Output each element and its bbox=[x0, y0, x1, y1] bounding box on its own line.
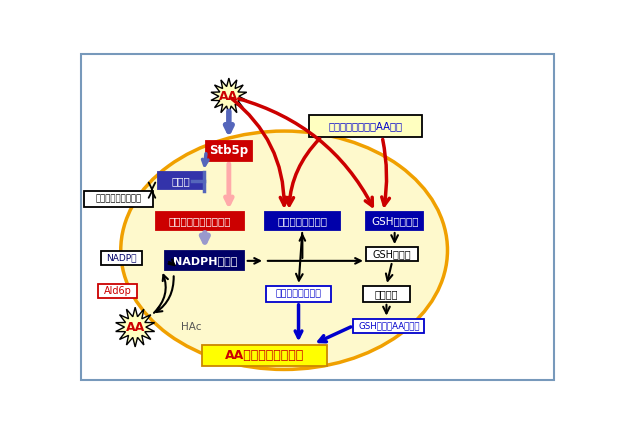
Bar bbox=[98, 284, 137, 298]
Text: AA: AA bbox=[219, 90, 239, 103]
Bar bbox=[101, 251, 142, 265]
Text: 酵母の持つ多様なAA対策: 酵母の持つ多様なAA対策 bbox=[329, 121, 403, 131]
Text: NADP＋: NADP＋ bbox=[107, 254, 137, 263]
Text: オレイン酸の増強: オレイン酸の増強 bbox=[275, 289, 322, 298]
Text: GSH生合成系: GSH生合成系 bbox=[371, 216, 419, 226]
Bar bbox=[165, 251, 244, 270]
Text: GSHの増強: GSHの増強 bbox=[373, 249, 412, 259]
Text: 代謝バランスの調節: 代謝バランスの調節 bbox=[95, 194, 141, 203]
Text: 抗酸化系: 抗酸化系 bbox=[374, 289, 398, 299]
Bar bbox=[158, 172, 203, 189]
Text: AAストレスに適応！: AAストレスに適応！ bbox=[225, 349, 304, 362]
Bar bbox=[265, 212, 340, 230]
Bar bbox=[366, 247, 418, 261]
Bar bbox=[206, 141, 252, 161]
Text: GSHによるAAの捕捉: GSHによるAAの捕捉 bbox=[358, 321, 420, 330]
Text: 解糖系: 解糖系 bbox=[172, 176, 190, 186]
Bar bbox=[202, 345, 327, 366]
Bar bbox=[353, 319, 425, 333]
Text: NADPHの増強: NADPHの増強 bbox=[172, 256, 237, 266]
Ellipse shape bbox=[121, 131, 448, 369]
Text: HAc: HAc bbox=[181, 322, 202, 332]
Bar bbox=[266, 286, 331, 302]
Text: Stb5p: Stb5p bbox=[210, 144, 249, 157]
Bar bbox=[366, 212, 423, 230]
Bar bbox=[84, 191, 153, 207]
Text: Ald6p: Ald6p bbox=[104, 286, 131, 296]
Text: 脂肪酸伸長反応系: 脂肪酸伸長反応系 bbox=[277, 216, 327, 226]
Polygon shape bbox=[211, 78, 247, 114]
Bar bbox=[363, 286, 410, 302]
Polygon shape bbox=[116, 307, 154, 347]
Text: AA: AA bbox=[125, 321, 145, 334]
Bar bbox=[156, 212, 244, 230]
Bar bbox=[309, 115, 422, 137]
Text: ペントースリン酸経路: ペントースリン酸経路 bbox=[169, 216, 231, 226]
